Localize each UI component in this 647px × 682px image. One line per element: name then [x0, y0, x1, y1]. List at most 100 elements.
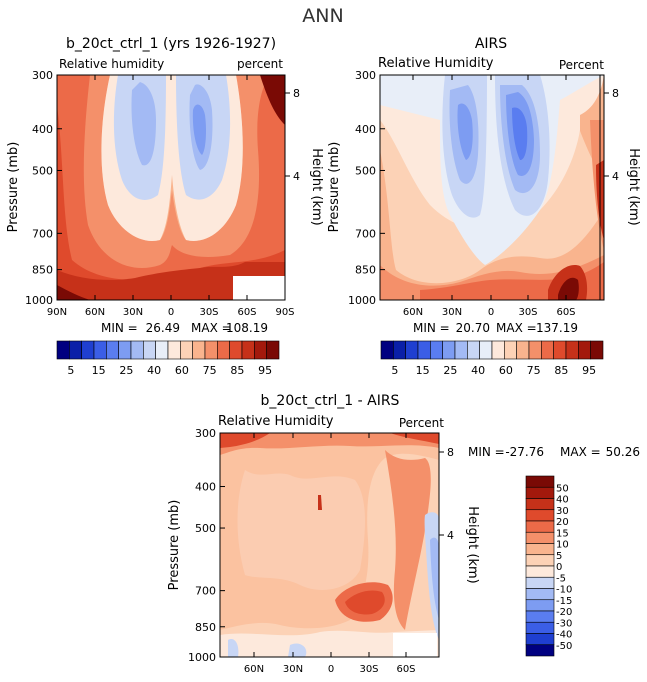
y-tick-label: 500 — [195, 522, 216, 535]
colorbar-label: 20 — [556, 517, 569, 528]
y-tick-label: 850 — [355, 264, 376, 277]
y2-tick-label: 4 — [447, 529, 454, 542]
colorbar-label: 60 — [175, 364, 189, 377]
x-tick-label: 30N — [283, 664, 303, 675]
colorbar-swatch — [491, 340, 505, 360]
panel2-max-label: MAX = — [496, 321, 537, 335]
y-tick-label: 400 — [355, 123, 376, 136]
colorbar-swatch — [192, 340, 206, 360]
colorbar-swatch — [525, 509, 555, 522]
panel2-contour-darkred — [548, 160, 604, 300]
panel3-variable: Relative Humidity — [218, 414, 334, 429]
panel3-ylabel: Pressure (mb) — [167, 500, 182, 591]
colorbar-swatch — [204, 340, 218, 360]
y-tick-label: 700 — [32, 227, 53, 240]
panel2-y-ticks: 300 400 500 700 850 1000 — [348, 69, 385, 307]
panel3-contour-orange-right — [385, 450, 431, 630]
panel1-min-value: 26.49 — [146, 321, 180, 335]
panel2-colorbar: 5 15 25 40 60 75 85 95 — [380, 340, 604, 377]
x-tick-label: 60N — [403, 307, 423, 318]
colorbar-swatch — [525, 621, 555, 634]
colorbar-swatch — [525, 475, 555, 488]
x-tick-label: 60N — [244, 664, 264, 675]
colorbar-swatch — [130, 340, 144, 360]
colorbar-swatch — [229, 340, 243, 360]
x-tick-label: 90S — [275, 307, 294, 318]
colorbar-swatch — [454, 340, 468, 360]
y-tick-label: 300 — [355, 69, 376, 82]
colorbar-label: 40 — [556, 495, 569, 506]
y2-tick-label: 8 — [293, 87, 300, 100]
y-tick-label: 500 — [32, 164, 53, 177]
colorbar-label: 85 — [230, 364, 244, 377]
colorbar-swatch — [217, 340, 230, 360]
panel3-min-value: -27.76 — [505, 445, 544, 459]
colorbar-swatch — [565, 340, 579, 360]
colorbar-label: 5 — [391, 364, 398, 377]
panel2-ylabel-right: Height (km) — [626, 148, 641, 225]
colorbar-label: -30 — [556, 618, 572, 629]
x-tick-label: 30S — [199, 307, 218, 318]
panel3-contour-warm-left — [220, 433, 439, 630]
colorbar-label: 40 — [147, 364, 161, 377]
colorbar-swatch — [81, 340, 95, 360]
colorbar-swatch — [118, 340, 132, 360]
colorbar-label: 25 — [119, 364, 133, 377]
colorbar-label: 95 — [582, 364, 596, 377]
y-tick-label: 400 — [32, 123, 53, 136]
panel2-units: Percent — [559, 58, 604, 72]
panel3-ylabel-right: Height (km) — [465, 506, 480, 583]
colorbar-label: -20 — [556, 607, 572, 618]
colorbar-label: 95 — [258, 364, 272, 377]
colorbar-swatch — [254, 340, 267, 360]
x-tick-label: 0 — [488, 307, 494, 318]
x-tick-label: 90N — [47, 307, 67, 318]
colorbar-label: 30 — [556, 506, 569, 517]
colorbar-label: -15 — [556, 596, 572, 607]
colorbar-label: 60 — [499, 364, 513, 377]
panel-difference: b_20ct_ctrl_1 - AIRS Relative Humidity P… — [167, 393, 640, 675]
panel2-ylabel: Pressure (mb) — [327, 142, 342, 233]
colorbar-label: 40 — [471, 364, 485, 377]
panel1-units: percent — [237, 57, 283, 71]
colorbar-swatch — [525, 610, 555, 623]
colorbar-swatch — [525, 543, 555, 556]
colorbar-swatch — [525, 644, 555, 657]
panel3-contour-blue — [430, 537, 439, 620]
colorbar-label: -40 — [556, 630, 572, 641]
panel2-contour-darkblue — [512, 107, 528, 160]
panel-airs: AIRS Relative Humidity Percent 300400500… — [327, 36, 641, 377]
x-tick-label: 0 — [168, 307, 174, 318]
colorbar-swatch — [56, 340, 70, 360]
panel1-min-label: MIN = — [101, 321, 138, 335]
colorbar-swatch — [525, 565, 555, 578]
panel3-contour-orange-top — [220, 433, 439, 455]
colorbar-swatch — [525, 486, 555, 499]
panel2-field — [380, 75, 604, 300]
panel3-x-ticks: 60N 30N 0 30S 60S — [244, 433, 416, 675]
colorbar-swatch — [525, 520, 555, 533]
colorbar-swatch — [479, 340, 493, 360]
colorbar-swatch — [525, 588, 555, 601]
panel2-min-value: 20.70 — [456, 321, 490, 335]
colorbar-swatch — [143, 340, 156, 360]
y-tick-label: 1000 — [188, 651, 216, 664]
colorbar-swatch — [525, 554, 555, 567]
panel3-contour-bottom-pale — [220, 630, 439, 657]
colorbar-label: 15 — [92, 364, 106, 377]
x-tick-label: 30N — [442, 307, 462, 318]
colorbar-swatch — [525, 531, 555, 544]
panel3-contour-red-top — [220, 433, 439, 448]
panel1-ylabel-right: Height (km) — [309, 148, 324, 225]
y2-tick-label: 8 — [612, 87, 619, 100]
panel3-missing-data — [393, 633, 437, 657]
y-tick-label: 500 — [355, 164, 376, 177]
colorbar-label: 10 — [556, 540, 569, 551]
panel3-title: b_20ct_ctrl_1 - AIRS — [261, 393, 400, 409]
panel3-frame — [219, 432, 440, 658]
colorbar-swatch — [167, 340, 181, 360]
colorbar-label: 25 — [443, 364, 457, 377]
y-tick-label: 850 — [195, 621, 216, 634]
colorbar-swatch — [467, 340, 480, 360]
